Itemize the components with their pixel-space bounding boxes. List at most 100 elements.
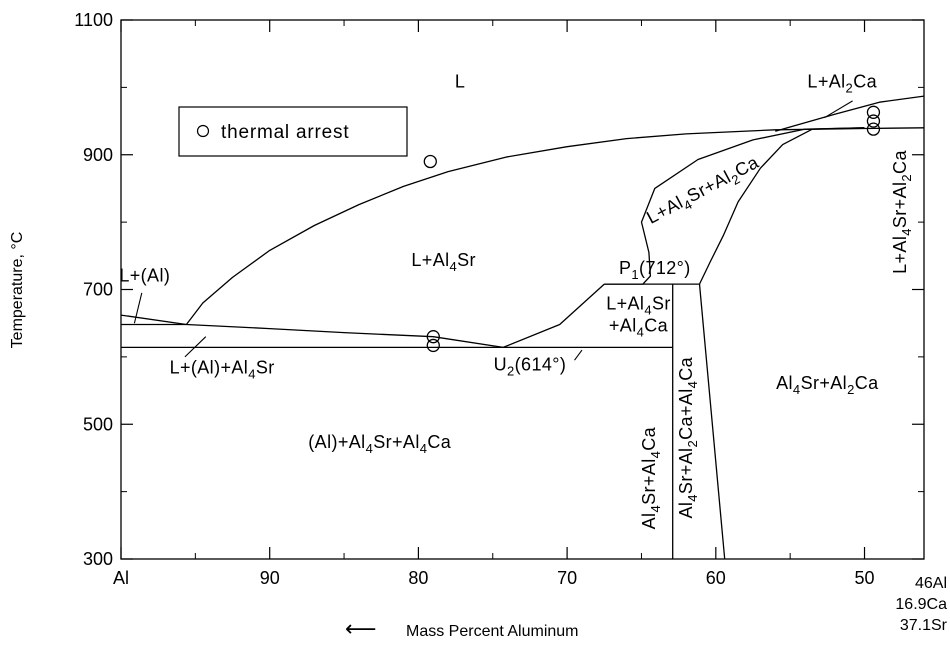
region-label: +Al4Ca bbox=[609, 315, 669, 339]
label-text: Sr+Al bbox=[890, 182, 910, 229]
leader-L-Al-Al4Sr bbox=[184, 336, 207, 358]
thermal-arrest-point bbox=[423, 154, 437, 169]
region-label: L+Al4Sr bbox=[606, 294, 671, 318]
region-label: L+Al4Sr+Al2Ca bbox=[643, 152, 764, 232]
legend-box bbox=[178, 106, 408, 157]
label-text: (Al)+Al bbox=[308, 432, 365, 452]
label-text: L+(Al)+Al bbox=[170, 358, 249, 378]
label-text: L+Al bbox=[807, 71, 845, 91]
label-text: Ca bbox=[644, 315, 668, 335]
label-text: L+Al bbox=[411, 250, 449, 270]
label-text: Ca bbox=[853, 71, 877, 91]
curve-loop-left bbox=[604, 127, 865, 285]
x-end-label-3: 37.1Sr bbox=[900, 617, 948, 634]
x-axis-label: Mass Percent Aluminum bbox=[406, 623, 579, 640]
legend-label: thermal arrest bbox=[221, 122, 349, 143]
label-text: Al bbox=[776, 373, 793, 393]
plot-frame bbox=[120, 19, 925, 560]
region-label: Al4Sr+Al2Ca+Al4Ca bbox=[676, 356, 700, 518]
curve-liquidus-al bbox=[120, 314, 187, 326]
x-end-label-2: 16.9Ca bbox=[895, 596, 947, 613]
label-text: Sr+Al bbox=[639, 458, 659, 505]
y-tick-label: 900 bbox=[83, 145, 113, 165]
x-tick-label: 80 bbox=[408, 568, 428, 588]
thermal-arrest-point bbox=[426, 330, 440, 344]
label-text: Sr bbox=[652, 294, 671, 314]
label-text: Sr+Al bbox=[676, 448, 696, 495]
x-tick-label: 50 bbox=[855, 568, 875, 588]
label-text: Ca bbox=[855, 373, 879, 393]
label-text: L+(Al) bbox=[119, 265, 170, 285]
label-text: P bbox=[619, 258, 631, 278]
subscript: 4 bbox=[420, 441, 428, 456]
curve-al2ca-boundary bbox=[698, 284, 726, 560]
region-label: Al4Sr+Al2Ca bbox=[776, 373, 879, 397]
legend-marker bbox=[196, 124, 210, 138]
label-text: Sr bbox=[256, 358, 275, 378]
leader-L-Al2Ca bbox=[824, 100, 853, 119]
legend: thermal arrest bbox=[178, 106, 408, 157]
region-label: L+Al4Sr bbox=[411, 250, 476, 274]
label-text: Sr+Al bbox=[373, 432, 420, 452]
region-label: L+Al4Sr+Al2Ca bbox=[890, 150, 914, 274]
leader-L-Al bbox=[133, 292, 143, 324]
label-text: (614°) bbox=[515, 354, 567, 374]
label-text: Al bbox=[676, 502, 696, 519]
thermal-arrest-point bbox=[426, 338, 440, 353]
leader-U2 bbox=[574, 349, 583, 361]
label-text: (712°) bbox=[639, 258, 691, 278]
subscript: 2 bbox=[507, 363, 515, 378]
thermal-arrest-point bbox=[866, 114, 881, 128]
x-tick-label: 90 bbox=[260, 568, 280, 588]
axes-frame: 300 500 700 900 1100 Al 90 80 70 60 50 bbox=[74, 10, 925, 588]
subscript: 4 bbox=[685, 494, 700, 502]
subscript: 2 bbox=[899, 174, 914, 182]
subscript: 4 bbox=[648, 505, 663, 513]
region-label: L+Al2Ca bbox=[807, 71, 877, 95]
x-tick-label: 70 bbox=[557, 568, 577, 588]
subscript: 4 bbox=[648, 451, 663, 459]
region-label: P1(712°) bbox=[619, 258, 691, 282]
x-tick-label: Al bbox=[113, 568, 129, 588]
y-axis-label: Temperature, °C bbox=[9, 232, 26, 349]
thermal-arrest-point bbox=[866, 122, 881, 136]
curve-eutectic-curve bbox=[186, 323, 504, 349]
label-text: Sr+Al bbox=[684, 167, 734, 207]
region-label: L bbox=[455, 71, 465, 91]
label-text: +Al bbox=[609, 315, 637, 335]
label-text: L+Al bbox=[890, 236, 910, 274]
subscript: 4 bbox=[248, 367, 256, 382]
label-text: L bbox=[455, 71, 465, 91]
x-axis-arrow: ⟵ bbox=[345, 616, 377, 641]
curve-liquidus-al2ca bbox=[775, 95, 925, 132]
label-text: Ca bbox=[639, 426, 659, 450]
label-text: Ca bbox=[427, 432, 451, 452]
subscript: 2 bbox=[685, 440, 700, 448]
subscript: 4 bbox=[899, 228, 914, 236]
x-tick-label: 60 bbox=[706, 568, 726, 588]
label-text: Sr bbox=[457, 250, 476, 270]
y-tick-label: 700 bbox=[83, 280, 113, 300]
region-label: (Al)+Al4Sr+Al4Ca bbox=[308, 432, 452, 456]
subscript: 4 bbox=[637, 324, 645, 339]
subscript: 4 bbox=[450, 259, 458, 274]
y-tick-label: 1100 bbox=[74, 10, 113, 30]
subscript: 1 bbox=[631, 267, 639, 282]
label-text: L+Al bbox=[643, 192, 686, 228]
label-text: Ca bbox=[890, 150, 910, 174]
label-text: Al bbox=[639, 513, 659, 530]
subscript: 2 bbox=[846, 80, 854, 95]
label-text: Ca+Al bbox=[676, 388, 696, 440]
thermal-arrest-markers bbox=[423, 105, 881, 353]
curve-liquidus-al4sr bbox=[185, 127, 925, 325]
y-tick-label: 300 bbox=[83, 549, 113, 569]
subscript: 2 bbox=[847, 382, 855, 397]
label-text: L+Al bbox=[606, 294, 644, 314]
y-tick-label: 500 bbox=[83, 414, 113, 434]
subscript: 4 bbox=[366, 441, 374, 456]
region-label: L+(Al)+Al4Sr bbox=[170, 358, 275, 382]
subscript: 4 bbox=[793, 382, 801, 397]
region-label: U2(614°) bbox=[494, 354, 567, 378]
phase-boundaries bbox=[120, 95, 925, 560]
